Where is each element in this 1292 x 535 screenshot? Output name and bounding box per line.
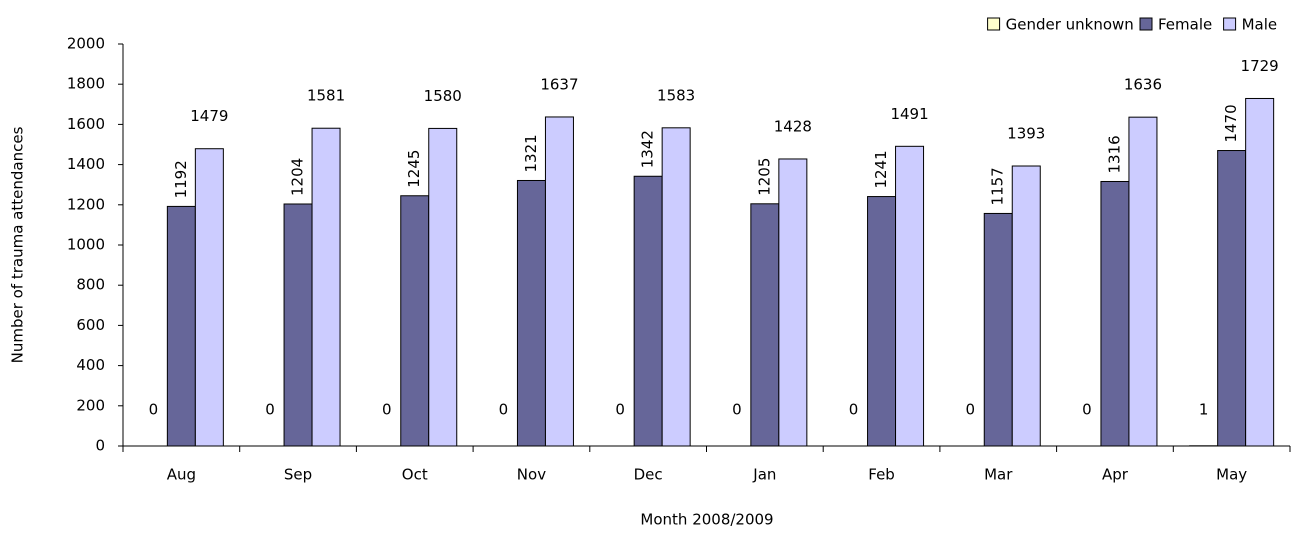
x-tick-label: May	[1216, 466, 1247, 484]
y-tick-label: 1600	[67, 115, 105, 133]
data-label: 0	[965, 401, 975, 419]
bar	[517, 180, 545, 446]
bar	[1012, 166, 1040, 446]
data-label: 1157	[989, 167, 1007, 205]
data-label: 1470	[1222, 104, 1240, 142]
data-label: 1205	[755, 158, 773, 196]
bar	[195, 149, 223, 446]
x-tick-label: Sep	[284, 466, 312, 484]
bar	[1129, 117, 1157, 446]
bar	[545, 117, 573, 446]
data-label: 1393	[1007, 125, 1045, 143]
data-label: 0	[849, 401, 859, 419]
data-label: 0	[382, 401, 392, 419]
y-tick-label: 2000	[67, 35, 105, 53]
y-tick-label: 400	[76, 356, 105, 374]
bar	[896, 146, 924, 446]
bar	[634, 176, 662, 446]
data-label: 0	[732, 401, 742, 419]
x-tick-label: Nov	[517, 466, 546, 484]
bar	[779, 159, 807, 446]
data-label: 1245	[405, 150, 423, 188]
bar	[401, 196, 429, 446]
bar	[1218, 151, 1246, 446]
data-label: 1580	[424, 87, 462, 105]
bar	[167, 206, 195, 446]
bar	[662, 128, 690, 446]
y-tick-label: 1800	[67, 75, 105, 93]
bar	[429, 128, 457, 446]
y-tick-label: 0	[95, 437, 105, 455]
y-tick-label: 1400	[67, 155, 105, 173]
data-label: 1428	[774, 117, 812, 135]
x-tick-label: Jan	[752, 466, 776, 484]
bar	[312, 128, 340, 446]
legend-swatch	[1140, 18, 1152, 30]
legend-label: Gender unknown	[1006, 16, 1134, 34]
data-label: 1316	[1105, 135, 1123, 173]
bar	[751, 204, 779, 446]
x-tick-label: Oct	[402, 466, 428, 484]
bar	[1101, 181, 1129, 446]
data-label: 0	[1082, 401, 1092, 419]
data-label: 0	[615, 401, 625, 419]
data-label: 1	[1199, 400, 1209, 418]
x-axis-title: Month 2008/2009	[640, 511, 773, 529]
legend-swatch	[1224, 18, 1236, 30]
data-label: 1491	[890, 105, 928, 123]
data-label: 1204	[289, 158, 307, 196]
x-tick-label: Apr	[1102, 466, 1129, 484]
data-label: 1321	[522, 134, 540, 172]
data-label: 1583	[657, 86, 695, 104]
data-label: 1342	[639, 130, 657, 168]
legend-swatch	[988, 18, 1000, 30]
data-label: 0	[499, 401, 509, 419]
x-tick-label: Dec	[634, 466, 663, 484]
y-tick-label: 1000	[67, 236, 105, 254]
data-label: 1581	[307, 87, 345, 105]
data-label: 1479	[190, 107, 228, 125]
x-tick-label: Mar	[984, 466, 1013, 484]
y-tick-label: 1200	[67, 195, 105, 213]
bar	[284, 204, 312, 446]
data-label: 1241	[872, 150, 890, 188]
data-label: 0	[265, 401, 275, 419]
data-label: 0	[149, 401, 159, 419]
y-axis-title: Number of trauma attendances	[9, 126, 27, 363]
x-tick-label: Feb	[868, 466, 895, 484]
data-label: 1637	[540, 75, 578, 93]
data-label: 1636	[1124, 76, 1162, 94]
legend-label: Female	[1158, 16, 1212, 34]
y-tick-label: 800	[76, 276, 105, 294]
y-tick-label: 600	[76, 316, 105, 334]
bar	[868, 197, 896, 446]
y-tick-label: 200	[76, 396, 105, 414]
data-label: 1729	[1241, 57, 1279, 75]
data-label: 1192	[172, 160, 190, 198]
bar	[984, 213, 1012, 446]
x-tick-label: Aug	[167, 466, 196, 484]
bar	[1246, 98, 1274, 446]
legend-label: Male	[1242, 16, 1278, 34]
